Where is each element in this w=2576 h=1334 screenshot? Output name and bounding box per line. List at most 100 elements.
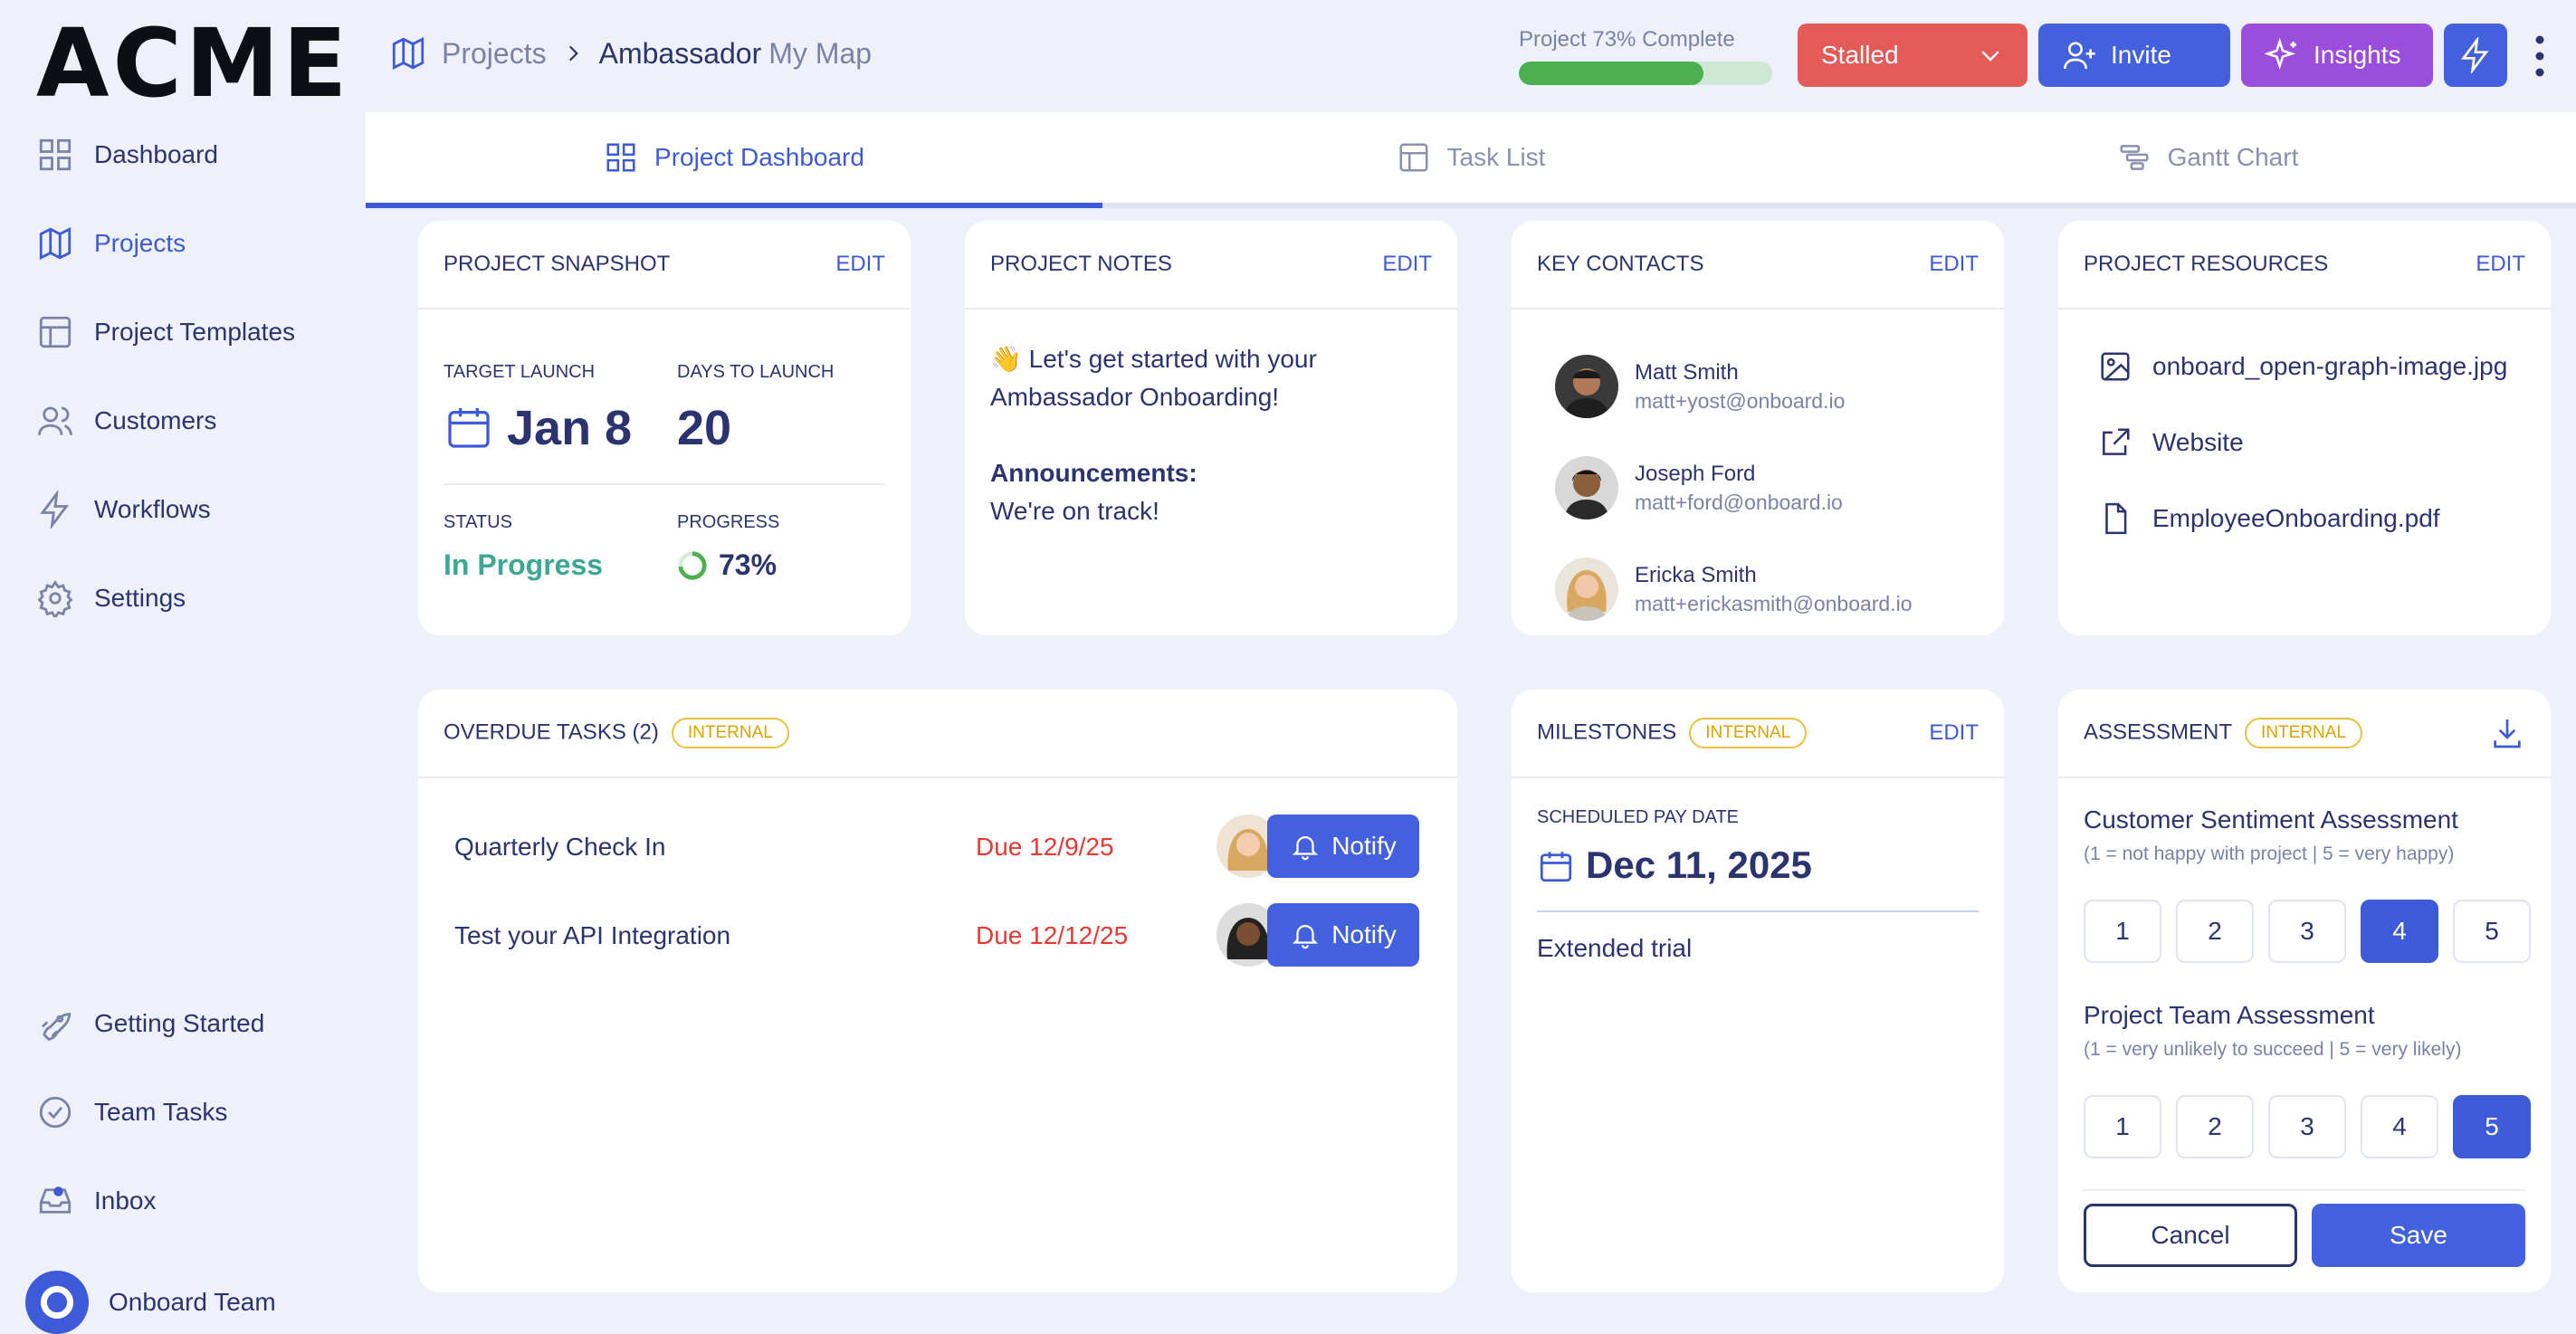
resource-label: EmployeeOnboarding.pdf	[2152, 504, 2440, 532]
card-header: PROJECT RESOURCES EDIT	[2058, 221, 2551, 310]
project-snapshot-card: PROJECT SNAPSHOT EDIT TARGET LAUNCH Jan …	[418, 221, 911, 635]
days-to-launch-label: DAYS TO LAUNCH	[677, 362, 835, 382]
contact-item[interactable]: Joseph Ford matt+ford@onboard.io	[1555, 456, 1843, 519]
more-vertical-icon[interactable]	[2534, 34, 2545, 78]
contact-item[interactable]: Ericka Smith matt+erickasmith@onboard.io	[1555, 557, 1913, 621]
rating-option-5[interactable]: 5	[2453, 1095, 2531, 1158]
save-button[interactable]: Save	[2312, 1204, 2525, 1267]
project-notes-card: PROJECT NOTES EDIT 👋 Let's get started w…	[965, 221, 1457, 635]
sidebar-item-project-templates[interactable]: Project Templates	[36, 313, 295, 351]
edit-link[interactable]: EDIT	[2476, 252, 2525, 276]
tab-task-list[interactable]: Task List	[1102, 112, 1839, 203]
card-title: MILESTONES	[1537, 719, 1677, 745]
rating-option-2[interactable]: 2	[2176, 1095, 2254, 1158]
sidebar-item-getting-started[interactable]: Getting Started	[36, 1005, 264, 1043]
quick-actions-button[interactable]	[2444, 24, 2507, 87]
contact-item[interactable]: Matt Smith matt+yost@onboard.io	[1555, 355, 1845, 418]
tab-label: Gantt Chart	[2167, 143, 2299, 171]
cancel-button[interactable]: Cancel	[2084, 1204, 2297, 1267]
sidebar-item-dashboard[interactable]: Dashboard	[36, 136, 218, 174]
internal-badge: INTERNAL	[2245, 718, 2363, 748]
sidebar-item-workflows[interactable]: Workflows	[36, 491, 211, 529]
resource-link[interactable]: EmployeeOnboarding.pdf	[2098, 501, 2440, 536]
card-title: PROJECT SNAPSHOT	[444, 252, 671, 276]
rating-option-3[interactable]: 3	[2268, 1095, 2346, 1158]
bell-icon	[1293, 925, 1319, 949]
sidebar-item-label: Getting Started	[94, 1009, 265, 1037]
edit-link[interactable]: EDIT	[1382, 252, 1432, 276]
progress-ring-icon	[678, 551, 707, 580]
progress-bar	[1519, 62, 1772, 85]
sidebar-item-onboard-team[interactable]: Onboard Team	[25, 1271, 276, 1334]
edit-link[interactable]: EDIT	[1929, 720, 1979, 745]
question-title: Customer Sentiment Assessment	[2084, 805, 2458, 834]
task-name: Quarterly Check In	[454, 833, 666, 861]
question-title: Project Team Assessment	[2084, 1001, 2375, 1029]
breadcrumb-project: Ambassador	[598, 36, 762, 70]
sidebar-item-settings[interactable]: Settings	[36, 579, 186, 617]
sidebar-item-label: Customers	[94, 406, 217, 434]
external-link-icon	[2103, 428, 2130, 455]
sidebar-item-projects[interactable]: Projects	[36, 224, 186, 262]
rating-option-2[interactable]: 2	[2176, 900, 2254, 963]
sidebar-item-inbox[interactable]: Inbox	[36, 1182, 157, 1220]
insights-button[interactable]: Insights	[2241, 24, 2433, 87]
map-icon	[392, 36, 425, 71]
progress-bar-fill	[1519, 62, 1704, 85]
notes-line: Ambassador Onboarding!	[990, 383, 1280, 411]
avatar	[1555, 557, 1618, 621]
file-icon	[2105, 502, 2127, 535]
avatar	[1555, 456, 1618, 519]
card-header: ASSESSMENT INTERNAL	[2058, 690, 2551, 778]
calendar-icon	[1540, 852, 1572, 882]
contact-email: matt+ford@onboard.io	[1635, 490, 1843, 514]
invite-button[interactable]: Invite	[2038, 24, 2230, 87]
assessment-card: ASSESSMENT INTERNAL Customer Sentiment As…	[2058, 690, 2551, 1292]
contact-name: Joseph Ford	[1635, 461, 1756, 486]
rating-option-5[interactable]: 5	[2453, 900, 2531, 963]
tab-label: Project Dashboard	[654, 143, 864, 171]
card-title: OVERDUE TASKS (2)	[444, 719, 659, 745]
bolt-icon	[2461, 37, 2489, 73]
rating-option-4[interactable]: 4	[2361, 900, 2438, 963]
tab-bar: Project Dashboard Task List Gantt Chart	[366, 112, 2576, 208]
notes-line: We're on track!	[990, 497, 1159, 525]
edit-link[interactable]: EDIT	[835, 252, 885, 276]
edit-link[interactable]: EDIT	[1929, 252, 1979, 276]
divider	[1537, 910, 1979, 912]
divider	[444, 483, 885, 485]
task-name: Test your API Integration	[454, 921, 731, 949]
overdue-tasks-card: OVERDUE TASKS (2) INTERNAL Quarterly Chec…	[418, 690, 1457, 1292]
notify-button[interactable]: Notify	[1267, 903, 1419, 967]
progress-value: 73%	[719, 548, 778, 581]
sidebar-item-label: Team Tasks	[94, 1098, 228, 1126]
target-launch-value: Jan 8	[507, 401, 633, 455]
rating-option-1[interactable]: 1	[2084, 900, 2161, 963]
download-icon[interactable]	[2489, 715, 2525, 751]
status-dropdown[interactable]: Stalled	[1798, 24, 2027, 87]
notes-line: 👋 Let's get started with your	[990, 345, 1317, 373]
sidebar-item-customers[interactable]: Customers	[36, 402, 216, 440]
layout-icon	[39, 316, 72, 348]
notify-label: Notify	[1331, 832, 1397, 860]
rating-option-4[interactable]: 4	[2361, 1095, 2438, 1158]
rating-option-3[interactable]: 3	[2268, 900, 2346, 963]
rating-option-1[interactable]: 1	[2084, 1095, 2161, 1158]
tab-project-dashboard[interactable]: Project Dashboard	[366, 112, 1102, 208]
chevron-right-icon	[568, 45, 578, 62]
sidebar-item-label: Settings	[94, 584, 186, 612]
acme-logo[interactable]: ACME	[36, 8, 351, 119]
breadcrumb-projects-link[interactable]: Projects	[442, 36, 547, 70]
resource-link[interactable]: onboard_open-graph-image.jpg	[2098, 349, 2507, 384]
notify-button[interactable]: Notify	[1267, 815, 1419, 878]
card-header: OVERDUE TASKS (2) INTERNAL	[418, 690, 1457, 778]
tab-gantt-chart[interactable]: Gantt Chart	[1839, 112, 2576, 203]
resource-link[interactable]: Website	[2098, 425, 2244, 460]
contact-email: matt+erickasmith@onboard.io	[1635, 591, 1913, 615]
resource-label: Website	[2152, 428, 2244, 456]
key-contacts-card: KEY CONTACTS EDIT Matt Smith matt+yost@on…	[1512, 221, 2004, 635]
sidebar-item-team-tasks[interactable]: Team Tasks	[36, 1093, 227, 1131]
check-circle-icon	[39, 1096, 72, 1129]
task-due: Due 12/9/25	[976, 833, 1114, 861]
